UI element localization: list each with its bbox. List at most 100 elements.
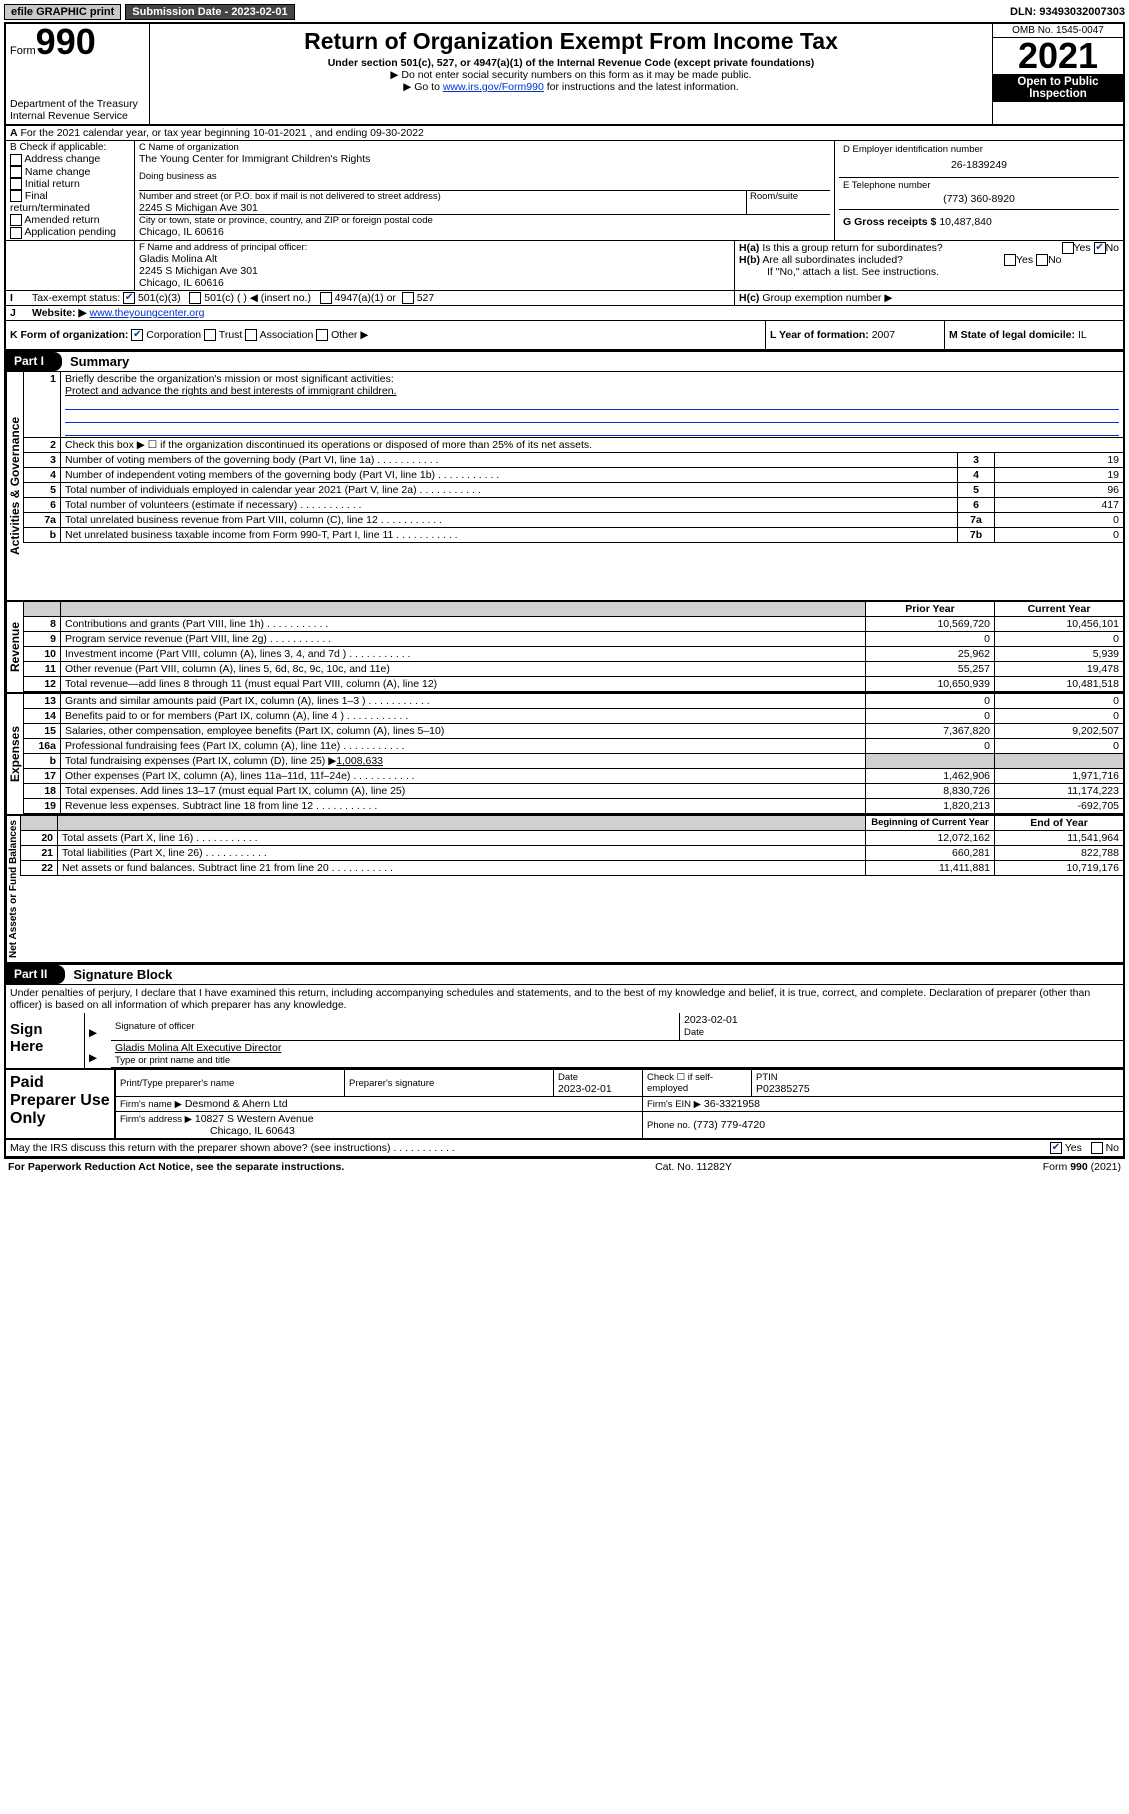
chk-ha-yes[interactable] bbox=[1062, 242, 1074, 254]
p10: 25,962 bbox=[866, 647, 995, 662]
h-b-note: If "No," attach a list. See instructions… bbox=[739, 266, 1119, 278]
chk-amended[interactable] bbox=[10, 214, 22, 226]
l8-text: Contributions and grants (Part VIII, lin… bbox=[61, 617, 866, 632]
c19: -692,705 bbox=[995, 799, 1124, 814]
ptin-label: PTIN bbox=[756, 1072, 778, 1083]
chk-final-return[interactable] bbox=[10, 190, 22, 202]
paperwork-notice: For Paperwork Reduction Act Notice, see … bbox=[8, 1161, 344, 1173]
opt-527: 527 bbox=[417, 292, 435, 304]
firm-phone: (773) 779-4720 bbox=[693, 1119, 765, 1131]
declaration-text: Under penalties of perjury, I declare th… bbox=[4, 984, 1125, 1013]
chk-app-pending[interactable] bbox=[10, 227, 22, 239]
efile-button[interactable]: efile GRAPHIC print bbox=[4, 4, 121, 20]
part2-header-row: Part II Signature Block bbox=[4, 964, 1125, 984]
dept-treasury: Department of the Treasury bbox=[10, 98, 145, 110]
l-label: L Year of formation: bbox=[770, 329, 869, 341]
e-phone-label: E Telephone number bbox=[843, 180, 1115, 191]
firm-ein: 36-3321958 bbox=[704, 1098, 760, 1110]
l9-text: Program service revenue (Part VIII, line… bbox=[61, 632, 866, 647]
irs-label: Internal Revenue Service bbox=[10, 110, 145, 122]
c14: 0 bbox=[995, 709, 1124, 724]
sig-name-label: Type or print name and title bbox=[115, 1055, 230, 1066]
hb-no: No bbox=[1048, 254, 1061, 266]
form-title: Return of Organization Exempt From Incom… bbox=[156, 28, 986, 55]
vlabel-revenue: Revenue bbox=[6, 602, 23, 692]
section-klm: K Form of organization: ✔ Corporation Tr… bbox=[4, 321, 1125, 351]
chk-other[interactable] bbox=[316, 329, 328, 341]
firm-addr2: Chicago, IL 60643 bbox=[120, 1125, 295, 1137]
ein-value: 26-1839249 bbox=[843, 155, 1115, 175]
h-c-label: Group exemption number ▶ bbox=[762, 292, 892, 304]
firm-ein-label: Firm's EIN ▶ bbox=[647, 1099, 701, 1110]
opt-corp: Corporation bbox=[146, 329, 201, 341]
form-number: 990 bbox=[36, 21, 96, 62]
cat-no: Cat. No. 11282Y bbox=[655, 1161, 732, 1173]
ha-no: No bbox=[1106, 242, 1119, 254]
current-year-header: Current Year bbox=[995, 602, 1124, 617]
e22: 10,719,176 bbox=[995, 861, 1124, 876]
chk-discuss-no[interactable] bbox=[1091, 1142, 1103, 1154]
footer-row: For Paperwork Reduction Act Notice, see … bbox=[4, 1158, 1125, 1175]
part1-label: Part I bbox=[6, 352, 62, 371]
p18: 8,830,726 bbox=[866, 784, 995, 799]
line-a-row: A For the 2021 calendar year, or tax yea… bbox=[4, 126, 1125, 141]
line-a-label: A bbox=[10, 127, 18, 139]
chk-name-change[interactable] bbox=[10, 166, 22, 178]
b20: 12,072,162 bbox=[866, 831, 995, 846]
firm-name: Desmond & Ahern Ltd bbox=[185, 1098, 288, 1110]
v3: 19 bbox=[995, 453, 1124, 468]
l1-label: Briefly describe the organization's miss… bbox=[65, 373, 394, 385]
city-state-zip: Chicago, IL 60616 bbox=[139, 226, 830, 238]
section-i: I Tax-exempt status: ✔ 501(c)(3) 501(c) … bbox=[4, 291, 1125, 306]
chk-hb-no[interactable] bbox=[1036, 254, 1048, 266]
inst-link-post: for instructions and the latest informat… bbox=[544, 81, 739, 93]
l21-text: Total liabilities (Part X, line 26) bbox=[58, 846, 866, 861]
e21: 822,788 bbox=[995, 846, 1124, 861]
submission-date-button[interactable]: Submission Date - 2023-02-01 bbox=[125, 4, 294, 20]
chk-ha-no[interactable]: ✔ bbox=[1094, 242, 1106, 254]
chk-501c[interactable] bbox=[189, 292, 201, 304]
chk-527[interactable] bbox=[402, 292, 414, 304]
l15-text: Salaries, other compensation, employee b… bbox=[61, 724, 866, 739]
website-label: Website: ▶ bbox=[32, 307, 87, 319]
l16b-val: 1,008,633 bbox=[336, 755, 383, 767]
inst-link-pre: ▶ Go to bbox=[403, 81, 443, 93]
summary-rev-table: Prior YearCurrent Year 8Contributions an… bbox=[23, 602, 1123, 692]
chk-discuss-yes[interactable]: ✔ bbox=[1050, 1142, 1062, 1154]
officer-printed-name: Gladis Molina Alt Executive Director bbox=[115, 1042, 281, 1054]
opt-other: Other ▶ bbox=[331, 329, 368, 341]
org-name: The Young Center for Immigrant Children'… bbox=[139, 153, 830, 165]
h-b-label: Are all subordinates included? bbox=[762, 254, 903, 266]
chk-initial-return[interactable] bbox=[10, 178, 22, 190]
chk-4947[interactable] bbox=[320, 292, 332, 304]
l14-text: Benefits paid to or for members (Part IX… bbox=[61, 709, 866, 724]
opt-amended: Amended return bbox=[24, 214, 99, 226]
p16b bbox=[866, 754, 995, 769]
p17: 1,462,906 bbox=[866, 769, 995, 784]
chk-corp[interactable]: ✔ bbox=[131, 329, 143, 341]
gross-receipts-value: 10,487,840 bbox=[939, 216, 992, 228]
chk-501c3[interactable]: ✔ bbox=[123, 292, 135, 304]
p19: 1,820,213 bbox=[866, 799, 995, 814]
paid-preparer-block: Paid Preparer Use Only Print/Type prepar… bbox=[4, 1070, 1125, 1140]
c17: 1,971,716 bbox=[995, 769, 1124, 784]
chk-assoc[interactable] bbox=[245, 329, 257, 341]
part2-label: Part II bbox=[6, 965, 65, 984]
blue-line bbox=[65, 397, 1119, 410]
irs-link[interactable]: www.irs.gov/Form990 bbox=[443, 81, 544, 93]
line-a-text: For the 2021 calendar year, or tax year … bbox=[21, 127, 424, 139]
l18-text: Total expenses. Add lines 13–17 (must eq… bbox=[61, 784, 866, 799]
chk-trust[interactable] bbox=[204, 329, 216, 341]
form-word: Form bbox=[10, 45, 36, 57]
l7a-text: Total unrelated business revenue from Pa… bbox=[61, 513, 958, 528]
firm-phone-label: Phone no. bbox=[647, 1120, 690, 1131]
c13: 0 bbox=[995, 694, 1124, 709]
chk-hb-yes[interactable] bbox=[1004, 254, 1016, 266]
part1-title: Summary bbox=[62, 352, 137, 371]
opt-501c: 501(c) ( ) ◀ (insert no.) bbox=[204, 292, 311, 304]
l13-text: Grants and similar amounts paid (Part IX… bbox=[61, 694, 866, 709]
blue-line bbox=[65, 410, 1119, 423]
prior-year-header: Prior Year bbox=[866, 602, 995, 617]
website-link[interactable]: www.theyoungcenter.org bbox=[89, 307, 204, 319]
chk-address-change[interactable] bbox=[10, 154, 22, 166]
